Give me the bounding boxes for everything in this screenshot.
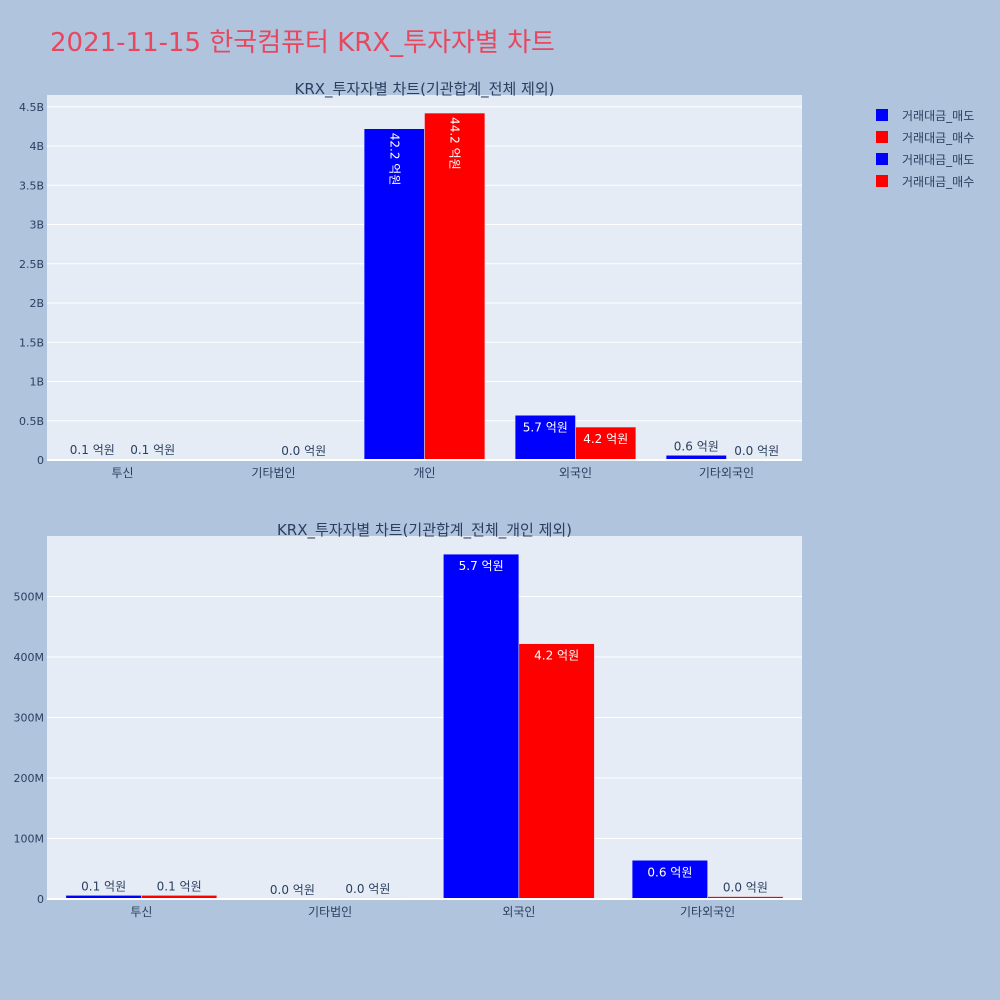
- y-tick-label: 0: [37, 454, 44, 467]
- data-label: 0.0 억원: [281, 444, 326, 458]
- chart-title: KRX_투자자별 차트(기관합계_전체 제외): [295, 80, 555, 99]
- data-label: 5.7 억원: [523, 420, 568, 434]
- page-title: 2021-11-15 한국컴퓨터 KRX_투자자별 차트: [50, 28, 555, 58]
- bar: [518, 643, 595, 900]
- legend-swatch-buy: [876, 175, 888, 187]
- legend-item[interactable]: 거래대금_매도: [872, 104, 997, 126]
- y-tick-label: 1.5B: [19, 336, 44, 349]
- data-label: 0.0 억원: [345, 882, 390, 896]
- y-tick-label: 2B: [29, 297, 44, 310]
- data-label: 0.1 억원: [130, 443, 175, 457]
- y-tick-label: 3B: [29, 219, 44, 232]
- legend-swatch-buy: [876, 131, 888, 143]
- data-label: 0.1 억원: [81, 879, 126, 893]
- y-tick-label: 400M: [14, 651, 45, 664]
- y-tick-label: 100M: [14, 833, 45, 846]
- x-tick-label: 외국인: [559, 466, 592, 480]
- x-tick-label: 투신: [130, 905, 152, 919]
- chart-title: KRX_투자자별 차트(기관합계_전체_개인 제외): [277, 521, 572, 540]
- x-tick-label: 개인: [413, 466, 435, 480]
- data-label: 4.2 억원: [534, 649, 579, 663]
- legend-item[interactable]: 거래대금_매도: [872, 148, 997, 170]
- y-tick-label: 1B: [29, 376, 44, 389]
- legend-label: 거래대금_매수: [902, 130, 975, 145]
- bar: [443, 553, 520, 900]
- y-tick-label: 2.5B: [19, 258, 44, 271]
- data-label: 4.2 억원: [583, 432, 628, 446]
- y-tick-label: 200M: [14, 772, 45, 785]
- legend: 거래대금_매도 거래대금_매수 거래대금_매도 거래대금_매수: [872, 104, 997, 192]
- y-tick-label: 4B: [29, 140, 44, 153]
- y-tick-label: 4.5B: [19, 101, 44, 114]
- legend-item[interactable]: 거래대금_매수: [872, 170, 997, 192]
- x-tick-label: 기타외국인: [699, 466, 754, 480]
- data-label: 0.0 억원: [270, 883, 315, 897]
- bar: [631, 860, 708, 900]
- data-label: 0.0 억원: [734, 444, 779, 458]
- data-label: 42.2 억원: [387, 133, 401, 186]
- legend-item[interactable]: 거래대금_매수: [872, 126, 997, 148]
- bar: [514, 415, 576, 461]
- x-tick-label: 기타법인: [308, 905, 352, 919]
- bar: [424, 112, 486, 461]
- data-label: 0.6 억원: [674, 439, 719, 453]
- data-label: 0.6 억원: [647, 865, 692, 879]
- legend-label: 거래대금_매수: [902, 174, 975, 189]
- data-label: 5.7 억원: [459, 559, 504, 573]
- legend-swatch-sell: [876, 109, 888, 121]
- legend-label: 거래대금_매도: [902, 108, 975, 123]
- y-tick-label: 3.5B: [19, 179, 44, 192]
- data-label: 44.2 억원: [448, 117, 462, 170]
- legend-label: 거래대금_매도: [902, 152, 975, 167]
- y-tick-label: 0.5B: [19, 415, 44, 428]
- data-label: 0.0 억원: [723, 881, 768, 895]
- y-tick-label: 500M: [14, 591, 45, 604]
- legend-swatch-sell: [876, 153, 888, 165]
- x-tick-label: 기타외국인: [680, 905, 735, 919]
- x-tick-label: 외국인: [502, 905, 535, 919]
- x-tick-label: 기타법인: [251, 466, 295, 480]
- x-tick-label: 투신: [111, 466, 133, 480]
- data-label: 0.1 억원: [70, 443, 115, 457]
- y-tick-label: 0: [37, 893, 44, 906]
- y-tick-label: 300M: [14, 712, 45, 725]
- data-label: 0.1 억원: [157, 879, 202, 893]
